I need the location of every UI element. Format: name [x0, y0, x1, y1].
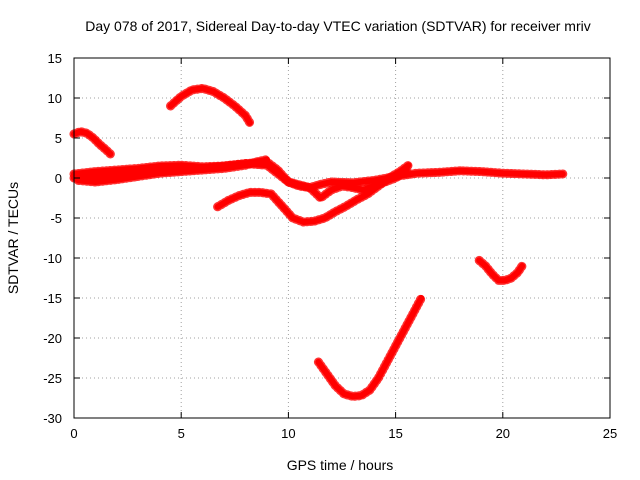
- grid: [74, 58, 610, 418]
- x-tick-label: 15: [388, 426, 402, 441]
- data-series-group: [69, 83, 568, 401]
- y-tick-label: -10: [43, 251, 62, 266]
- y-tick-label: 15: [48, 51, 62, 66]
- series-arc-6-markers: [213, 160, 413, 227]
- series-arc-5-markers: [73, 155, 272, 187]
- x-tick-label: 25: [603, 426, 617, 441]
- x-tick-label: 10: [281, 426, 295, 441]
- x-axis-title: GPS time / hours: [287, 457, 394, 473]
- x-tick-label: 0: [70, 426, 77, 441]
- chart-title: Day 078 of 2017, Sidereal Day-to-day VTE…: [85, 18, 590, 34]
- y-tick-label: -15: [43, 291, 62, 306]
- series-arc-2-markers: [166, 83, 255, 128]
- series-arc-1-markers: [69, 127, 115, 159]
- y-tick-label: 0: [55, 171, 62, 186]
- y-tick-label: -25: [43, 371, 62, 386]
- y-axis-title: SDTVAR / TECUs: [5, 182, 21, 294]
- y-tick-label: -5: [50, 211, 62, 226]
- plot-frame: [73, 57, 611, 419]
- x-tick-label: 5: [178, 426, 185, 441]
- series-arc-7-markers: [313, 293, 426, 401]
- y-tick-label: -20: [43, 331, 62, 346]
- tick-labels: 0 5 10 15 20 25 15 10 5 0 -5 -10 -15 -20 -25 -30: [43, 51, 617, 441]
- y-tick-label: 10: [48, 91, 62, 106]
- y-tick-label: 5: [55, 131, 62, 146]
- series-arc-8-markers: [474, 255, 527, 285]
- x-tick-label: 20: [496, 426, 510, 441]
- y-tick-label: -30: [43, 411, 62, 426]
